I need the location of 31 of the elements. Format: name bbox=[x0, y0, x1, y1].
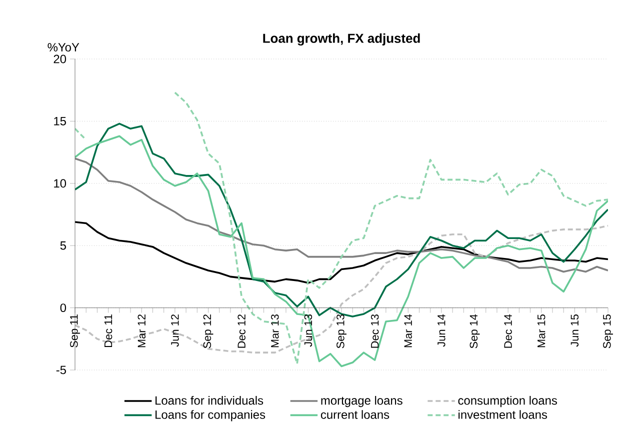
y-tick-label: 5 bbox=[60, 241, 66, 250]
legend-label: mortgage loans bbox=[321, 396, 402, 408]
x-tick-label: Dec 12 bbox=[238, 314, 246, 348]
x-tick-label: Dec 14 bbox=[504, 314, 512, 348]
x-tick-label: Jun 13 bbox=[304, 314, 312, 347]
x-tick-label: Sep 11 bbox=[70, 314, 80, 348]
legend-label: Loans for individuals bbox=[156, 396, 264, 405]
y-tick-label: 10 bbox=[54, 179, 66, 188]
x-tick-label: Sep 15 bbox=[603, 314, 613, 348]
y-axis-title: %YoY bbox=[48, 43, 80, 52]
x-tick-label: Sep 14 bbox=[470, 314, 480, 348]
x-tick-label: Mar 12 bbox=[138, 314, 146, 348]
x-tick-label: Sep 13 bbox=[336, 314, 346, 348]
legend-label: current loans bbox=[320, 410, 390, 419]
legend-label: Loans for companies bbox=[156, 410, 266, 422]
legend-label: consumption loans bbox=[458, 396, 557, 408]
x-tick-label: Mar 13 bbox=[271, 314, 279, 348]
x-tick-label: Jun 14 bbox=[438, 314, 446, 347]
x-tick-label: Sep 12 bbox=[203, 314, 214, 348]
x-tick-label: Dec 13 bbox=[370, 314, 379, 348]
chart-title: Loan growth, FX adjusted bbox=[263, 33, 420, 46]
y-tick-label: -5 bbox=[56, 366, 66, 374]
x-tick-label: Jun 12 bbox=[171, 314, 179, 347]
y-tick-label: 0 bbox=[60, 304, 66, 312]
x-tick-label: Mar 14 bbox=[404, 314, 412, 348]
y-tick-label: 15 bbox=[54, 117, 66, 126]
legend-label: investment loans bbox=[458, 410, 548, 419]
x-tick-label: Dec 11 bbox=[104, 314, 112, 347]
x-tick-label: Mar 15 bbox=[538, 314, 546, 348]
y-tick-label: 20 bbox=[54, 54, 66, 64]
x-tick-label: Jun 15 bbox=[570, 314, 579, 347]
